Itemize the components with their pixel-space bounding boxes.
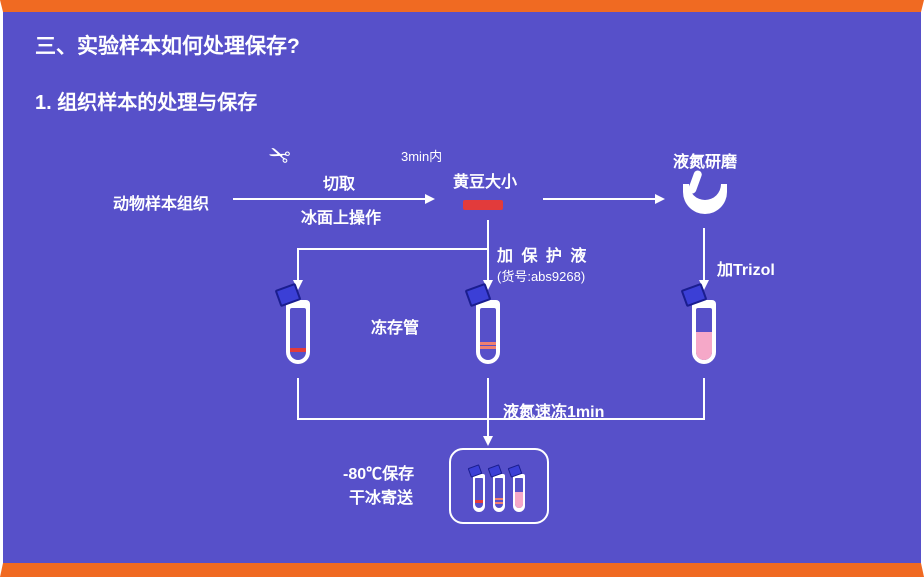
label-ice: 冰面上操作: [301, 204, 381, 228]
arrow-tube3: [703, 228, 705, 288]
merge-v2: [487, 378, 489, 418]
branch-line: [297, 248, 489, 250]
soybean-sample-icon: [463, 200, 503, 210]
label-grind: 液氮研磨: [673, 148, 737, 172]
slide-frame: 三、实验样本如何处理保存? 1. 组织样本的处理与保存 动物样本组织 ✂ 切取 …: [0, 0, 924, 577]
mini-tube-1-icon: [472, 470, 486, 516]
label-cut: 切取: [323, 170, 355, 194]
label-cryo: 冻存管: [371, 314, 419, 338]
node-start: 动物样本组织: [113, 190, 209, 214]
slide-canvas: 三、实验样本如何处理保存? 1. 组织样本的处理与保存 动物样本组织 ✂ 切取 …: [3, 12, 921, 563]
arrow-grind: [543, 198, 663, 200]
label-freeze: 液氮速冻1min: [503, 398, 604, 422]
label-sku: (货号:abs9268): [497, 266, 585, 285]
label-trizol: 加Trizol: [717, 256, 775, 280]
label-time: 3min内: [401, 146, 442, 165]
arrow-tube2: [487, 248, 489, 288]
mini-tube-2-icon: [492, 470, 506, 516]
section-subtitle: 1. 组织样本的处理与保存: [35, 86, 257, 115]
merge-v1: [297, 378, 299, 418]
section-title: 三、实验样本如何处理保存?: [35, 30, 300, 60]
label-store-ship: 干冰寄送: [349, 484, 413, 508]
mini-tube-3-icon: [512, 470, 526, 516]
storage-rack-icon: [449, 448, 549, 524]
merge-v3: [703, 378, 705, 418]
cryotube-1-icon: [283, 294, 313, 374]
cryotube-3-icon: [689, 294, 719, 374]
branch-stub: [487, 220, 489, 248]
cryotube-2-icon: [473, 294, 503, 374]
arrow-freeze: [487, 418, 489, 444]
arrow-cut: [233, 198, 433, 200]
label-store-temp: -80℃保存: [343, 460, 414, 484]
scissors-icon: ✂: [263, 137, 294, 174]
label-protect: 加 保 护 液: [497, 242, 588, 266]
label-soy: 黄豆大小: [453, 168, 517, 192]
arrow-tube1: [297, 248, 299, 288]
merge-h: [297, 418, 705, 420]
mortar-icon: [683, 174, 727, 218]
